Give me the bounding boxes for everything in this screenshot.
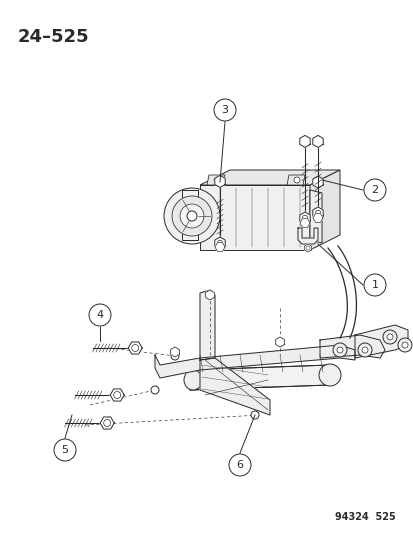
- Polygon shape: [319, 335, 384, 358]
- Text: 2: 2: [370, 185, 377, 195]
- Circle shape: [131, 344, 138, 351]
- Circle shape: [315, 211, 320, 216]
- Polygon shape: [110, 389, 124, 401]
- Circle shape: [214, 99, 235, 121]
- Circle shape: [361, 347, 367, 353]
- Polygon shape: [275, 337, 284, 347]
- Circle shape: [401, 342, 407, 348]
- Circle shape: [363, 274, 385, 296]
- Circle shape: [217, 240, 222, 246]
- Polygon shape: [182, 190, 197, 240]
- Polygon shape: [354, 325, 407, 358]
- Text: 6: 6: [236, 460, 243, 470]
- Polygon shape: [299, 212, 309, 224]
- Text: 24–525: 24–525: [18, 28, 89, 46]
- Polygon shape: [309, 190, 321, 243]
- Polygon shape: [205, 290, 214, 300]
- Circle shape: [250, 411, 259, 419]
- Polygon shape: [199, 290, 214, 360]
- Circle shape: [103, 419, 110, 426]
- Circle shape: [228, 454, 250, 476]
- Polygon shape: [312, 176, 323, 188]
- Polygon shape: [214, 175, 225, 188]
- Polygon shape: [214, 243, 224, 252]
- Circle shape: [89, 304, 111, 326]
- Polygon shape: [312, 214, 322, 222]
- Circle shape: [386, 334, 392, 340]
- Polygon shape: [312, 207, 323, 219]
- Circle shape: [164, 188, 219, 244]
- Text: 1: 1: [370, 280, 377, 290]
- Polygon shape: [190, 365, 329, 390]
- Circle shape: [214, 177, 219, 183]
- Circle shape: [332, 343, 346, 357]
- Circle shape: [171, 196, 211, 236]
- Polygon shape: [100, 417, 114, 429]
- Circle shape: [114, 392, 121, 399]
- Polygon shape: [206, 175, 224, 185]
- Circle shape: [357, 343, 371, 357]
- Circle shape: [187, 211, 197, 221]
- Polygon shape: [128, 342, 142, 354]
- Ellipse shape: [318, 364, 340, 386]
- Polygon shape: [312, 135, 323, 148]
- Polygon shape: [309, 170, 339, 250]
- Text: 3: 3: [221, 105, 228, 115]
- Circle shape: [397, 338, 411, 352]
- Polygon shape: [154, 345, 354, 378]
- Polygon shape: [170, 347, 179, 357]
- Polygon shape: [199, 170, 339, 185]
- Circle shape: [301, 215, 307, 221]
- Text: 94324  525: 94324 525: [335, 512, 395, 522]
- Circle shape: [180, 204, 204, 228]
- Circle shape: [382, 330, 396, 344]
- Text: 5: 5: [62, 445, 68, 455]
- Polygon shape: [199, 185, 309, 250]
- Circle shape: [305, 246, 309, 250]
- Circle shape: [293, 177, 299, 183]
- Polygon shape: [214, 237, 225, 249]
- Text: 4: 4: [96, 310, 103, 320]
- Polygon shape: [286, 175, 304, 185]
- Circle shape: [363, 179, 385, 201]
- Ellipse shape: [183, 370, 202, 390]
- Polygon shape: [299, 135, 309, 148]
- Circle shape: [54, 439, 76, 461]
- Polygon shape: [299, 219, 309, 228]
- Polygon shape: [297, 228, 317, 244]
- Polygon shape: [199, 358, 269, 415]
- Circle shape: [171, 352, 178, 360]
- Circle shape: [151, 386, 159, 394]
- Polygon shape: [304, 244, 311, 252]
- Circle shape: [336, 347, 342, 353]
